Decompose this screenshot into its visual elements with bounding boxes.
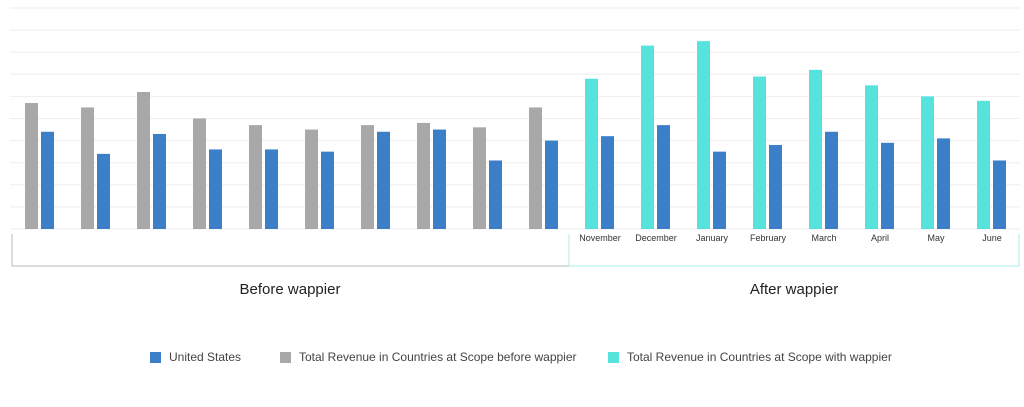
- bar-revenue-with-wappier: [585, 78, 598, 229]
- period-brackets: [11, 234, 1020, 267]
- bar-chart: November December January February March Apri…: [10, 7, 1020, 298]
- month-label: May: [927, 233, 945, 243]
- grid-lines: [10, 7, 1020, 230]
- legend-label-united-states: United States: [169, 350, 242, 364]
- legend-label-before-wappier: Total Revenue in Countries at Scope befo…: [299, 350, 577, 364]
- legend-item-with-wappier[interactable]: Total Revenue in Countries at Scope with…: [608, 350, 892, 364]
- legend-item-before-wappier[interactable]: Total Revenue in Countries at Scope befo…: [280, 350, 577, 364]
- bar-united-states: [97, 153, 110, 229]
- legend-item-united-states[interactable]: United States: [150, 350, 241, 364]
- bar-revenue-before: [137, 91, 150, 229]
- bar-united-states: [937, 138, 950, 229]
- month-label: June: [982, 233, 1002, 243]
- bar-revenue-with-wappier: [809, 69, 822, 229]
- month-labels: November December January February March Apri…: [579, 233, 1002, 243]
- bar-revenue-before: [305, 129, 318, 229]
- month-label: November: [579, 233, 621, 243]
- period-label-after: After wappier: [750, 281, 838, 298]
- bar-revenue-with-wappier: [697, 41, 710, 230]
- bar-united-states: [657, 125, 670, 229]
- bar-united-states: [825, 131, 838, 229]
- bar-revenue-before: [361, 125, 374, 229]
- bar-united-states: [433, 129, 446, 229]
- bar-revenue-before: [417, 122, 430, 229]
- bar-united-states: [265, 149, 278, 229]
- bar-united-states: [321, 151, 334, 229]
- bar-revenue-with-wappier: [921, 96, 934, 230]
- legend-swatch-united-states: [150, 351, 161, 363]
- bracket-after-wappier: [568, 234, 1020, 267]
- bar-united-states: [209, 149, 222, 229]
- bar-revenue-before: [81, 107, 94, 229]
- legend-swatch-with-wappier: [608, 351, 619, 363]
- bar-united-states: [41, 131, 54, 229]
- bar-united-states: [489, 160, 502, 229]
- legend-swatch-before-wappier: [280, 351, 291, 363]
- bars: [25, 41, 1006, 230]
- legend-label-with-wappier: Total Revenue in Countries at Scope with…: [627, 350, 892, 364]
- bar-revenue-with-wappier: [865, 85, 878, 229]
- bar-revenue-before: [25, 103, 38, 229]
- bar-revenue-with-wappier: [977, 100, 990, 229]
- bar-united-states: [153, 133, 166, 229]
- bar-united-states: [545, 140, 558, 229]
- month-label: March: [811, 233, 836, 243]
- bar-united-states: [769, 145, 782, 229]
- bar-revenue-before: [193, 118, 206, 229]
- bar-united-states: [377, 131, 390, 229]
- month-label: February: [750, 233, 787, 243]
- bar-revenue-before: [249, 125, 262, 229]
- bar-revenue-with-wappier: [753, 76, 766, 229]
- bar-revenue-before: [529, 107, 542, 229]
- month-label: December: [635, 233, 677, 243]
- bar-united-states: [993, 160, 1006, 229]
- period-label-before: Before wappier: [240, 281, 341, 298]
- bracket-before-wappier: [11, 234, 569, 267]
- month-label: January: [696, 233, 729, 243]
- bar-united-states: [601, 136, 614, 229]
- bar-united-states: [881, 142, 894, 229]
- bar-revenue-with-wappier: [641, 45, 654, 229]
- bar-united-states: [713, 151, 726, 229]
- month-label: April: [871, 233, 889, 243]
- bar-revenue-before: [473, 127, 486, 229]
- legend: United States Total Revenue in Countries…: [0, 350, 1024, 370]
